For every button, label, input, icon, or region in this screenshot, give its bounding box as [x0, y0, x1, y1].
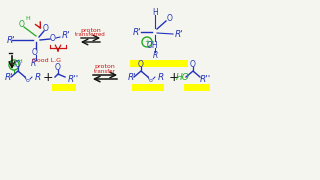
Text: Good L.G: Good L.G — [31, 57, 60, 62]
Text: O: O — [50, 33, 56, 42]
Text: R'': R'' — [68, 75, 79, 84]
Text: H: H — [152, 8, 158, 17]
Text: O: O — [55, 62, 61, 71]
Text: R: R — [35, 73, 41, 82]
Text: O: O — [43, 24, 49, 33]
Text: O: O — [138, 60, 144, 69]
Text: o: o — [149, 78, 153, 82]
Text: H: H — [18, 58, 22, 64]
Text: O: O — [19, 19, 25, 28]
Text: R'': R'' — [200, 75, 211, 84]
Text: O: O — [32, 48, 38, 57]
Text: O: O — [167, 14, 173, 22]
Text: R: R — [30, 58, 36, 68]
Bar — [130, 60, 188, 67]
Text: +: + — [169, 71, 179, 84]
Text: +: + — [11, 62, 17, 68]
Text: R': R' — [5, 73, 14, 82]
Bar — [184, 84, 210, 91]
Text: proton: proton — [95, 64, 116, 69]
Text: H: H — [26, 15, 30, 21]
Text: R': R' — [175, 30, 184, 39]
Text: O: O — [190, 60, 196, 69]
Text: OH: OH — [146, 40, 158, 50]
Text: R': R' — [133, 28, 142, 37]
Text: o: o — [26, 78, 30, 82]
Text: transfer: transfer — [94, 69, 116, 74]
Text: transferred: transferred — [75, 32, 106, 37]
Text: R': R' — [62, 30, 71, 39]
Text: R: R — [152, 51, 158, 60]
Text: R': R' — [128, 73, 137, 82]
Text: +: + — [43, 71, 53, 84]
Text: +: + — [144, 39, 150, 45]
Bar — [132, 84, 164, 91]
Text: HO: HO — [176, 73, 190, 82]
Text: O: O — [15, 60, 21, 69]
Bar — [52, 84, 76, 91]
Text: R: R — [158, 73, 164, 82]
Text: proton: proton — [80, 28, 101, 33]
Text: R': R' — [7, 35, 16, 44]
